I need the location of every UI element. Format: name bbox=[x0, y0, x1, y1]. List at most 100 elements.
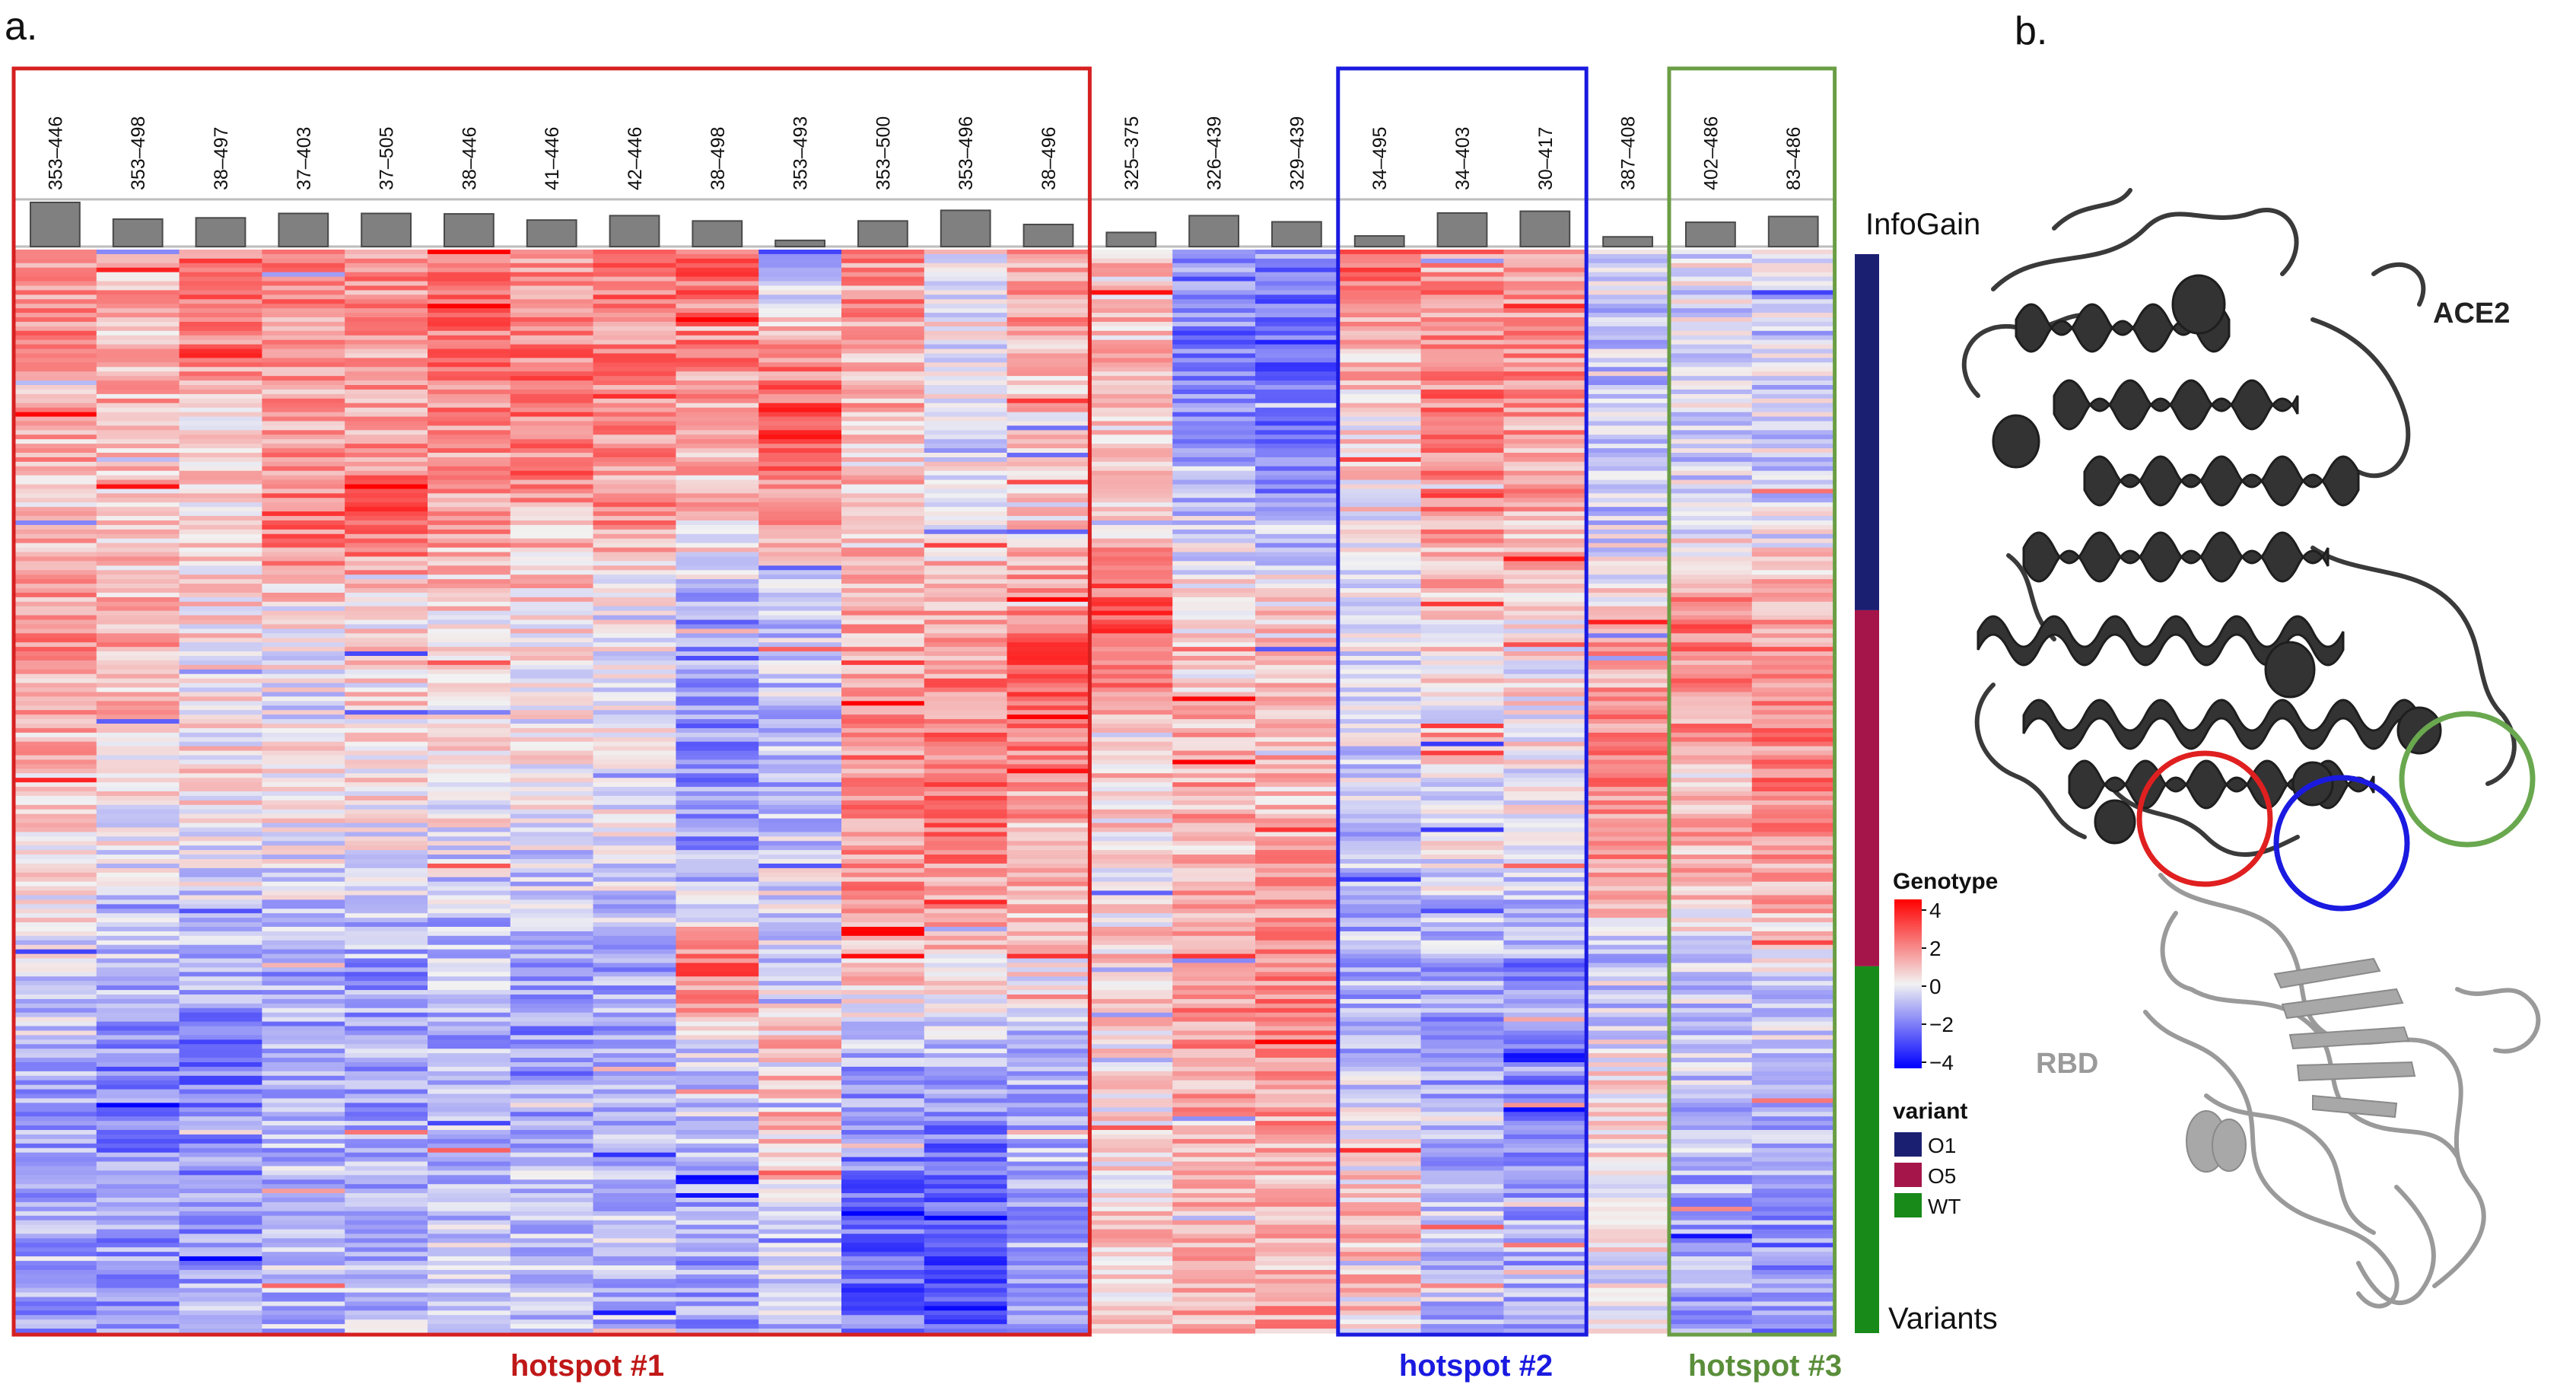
heatmap-cell bbox=[262, 1157, 345, 1163]
heatmap-cell bbox=[758, 1098, 842, 1103]
heatmap-cell bbox=[593, 855, 676, 860]
heatmap-cell bbox=[1586, 498, 1670, 503]
heatmap-cell bbox=[262, 1152, 345, 1158]
heatmap-cell bbox=[1669, 687, 1753, 693]
column-label: 353–496 bbox=[956, 116, 977, 190]
heatmap-cell bbox=[1172, 1243, 1256, 1248]
heatmap-cell bbox=[758, 800, 842, 806]
heatmap-cell bbox=[1503, 1189, 1587, 1194]
heatmap-cell bbox=[758, 1143, 842, 1149]
heatmap-cell bbox=[1172, 299, 1256, 304]
heatmap-cell bbox=[1255, 633, 1339, 638]
heatmap-cell bbox=[1255, 543, 1339, 549]
heatmap-cell bbox=[1255, 407, 1339, 413]
heatmap-cell bbox=[676, 981, 759, 986]
heatmap-cell bbox=[510, 841, 593, 846]
heatmap-cell bbox=[1420, 1157, 1504, 1163]
heatmap-cell bbox=[1007, 1297, 1090, 1303]
heatmap-cell bbox=[14, 800, 97, 806]
heatmap-cell bbox=[593, 479, 676, 485]
heatmap-cell bbox=[1503, 520, 1587, 526]
heatmap-cell bbox=[593, 1278, 676, 1284]
heatmap-cell bbox=[593, 489, 676, 494]
heatmap-cell bbox=[1089, 1007, 1173, 1014]
heatmap-cell bbox=[758, 1229, 842, 1235]
heatmap-cell bbox=[1255, 1121, 1339, 1126]
heatmap-cell bbox=[1420, 1229, 1504, 1235]
heatmap-cell bbox=[1007, 444, 1090, 449]
heatmap-cell bbox=[1172, 1292, 1256, 1298]
heatmap-cell bbox=[924, 872, 1007, 878]
heatmap-cell bbox=[593, 543, 676, 549]
heatmap-cell bbox=[345, 1287, 428, 1294]
heatmap-cell bbox=[1669, 565, 1753, 571]
heatmap-cell bbox=[1255, 507, 1339, 512]
heatmap-cell bbox=[1337, 1215, 1421, 1221]
heatmap-cell bbox=[179, 1157, 262, 1163]
heatmap-cell bbox=[14, 642, 97, 648]
heatmap-cell bbox=[1255, 976, 1339, 982]
heatmap-cell bbox=[345, 574, 428, 580]
heatmap-cell bbox=[428, 1039, 511, 1045]
heatmap-cell bbox=[1420, 660, 1504, 666]
heatmap-cell bbox=[428, 687, 511, 693]
heatmap-cell bbox=[428, 502, 511, 508]
heatmap-cell bbox=[96, 1143, 180, 1149]
heatmap-cell bbox=[841, 669, 925, 675]
heatmap-cell bbox=[1172, 1107, 1256, 1112]
heatmap-cell bbox=[593, 1121, 676, 1126]
heatmap-cell bbox=[96, 953, 180, 960]
heatmap-cell bbox=[1669, 724, 1753, 729]
heatmap-cell bbox=[1586, 1233, 1670, 1239]
heatmap-cell bbox=[676, 836, 759, 842]
heatmap-cell bbox=[1255, 1297, 1339, 1303]
column-label: 34–495 bbox=[1369, 127, 1391, 190]
heatmap-cell bbox=[1420, 1179, 1504, 1185]
heatmap-cell bbox=[14, 339, 97, 345]
heatmap-cell bbox=[924, 1039, 1007, 1045]
heatmap-cell bbox=[1503, 398, 1587, 404]
heatmap-cell bbox=[1337, 787, 1421, 792]
heatmap-cell bbox=[593, 827, 676, 832]
heatmap-cell bbox=[510, 746, 593, 752]
heatmap-cell bbox=[1420, 285, 1504, 291]
heatmap-cell bbox=[1586, 741, 1670, 747]
heatmap-cell bbox=[676, 899, 759, 905]
heatmap-cell bbox=[428, 1107, 511, 1112]
heatmap-cell bbox=[179, 367, 262, 372]
heatmap-cell bbox=[593, 1071, 676, 1077]
heatmap-cell bbox=[262, 339, 345, 345]
heatmap-cell bbox=[1255, 1103, 1339, 1108]
heatmap-cell bbox=[510, 741, 593, 747]
heatmap-cell bbox=[841, 727, 925, 734]
heatmap-cell bbox=[510, 1229, 593, 1235]
heatmap-cell bbox=[924, 867, 1007, 874]
heatmap-cell bbox=[924, 881, 1007, 887]
heatmap-cell bbox=[1503, 416, 1587, 422]
heatmap-cell bbox=[345, 1247, 428, 1252]
infogain-bar bbox=[278, 212, 329, 247]
heatmap-cell bbox=[676, 606, 759, 612]
heatmap-cell bbox=[1172, 267, 1256, 273]
heatmap-cell bbox=[1172, 678, 1256, 684]
heatmap-cell bbox=[1503, 552, 1587, 558]
heatmap-cell bbox=[924, 692, 1007, 697]
heatmap-cell bbox=[1420, 1220, 1504, 1226]
heatmap-cell bbox=[924, 995, 1007, 1000]
heatmap-cell bbox=[428, 1229, 511, 1235]
heatmap-cell bbox=[1007, 1201, 1090, 1208]
heatmap-cell bbox=[14, 895, 97, 900]
heatmap-cell bbox=[841, 895, 925, 900]
heatmap-cell bbox=[1337, 944, 1421, 950]
heatmap-cell bbox=[924, 886, 1007, 892]
heatmap-cell bbox=[924, 1301, 1007, 1306]
heatmap-cell bbox=[1007, 778, 1090, 783]
heatmap-cell bbox=[262, 1252, 345, 1257]
heatmap-cell bbox=[96, 773, 180, 778]
heatmap-cell bbox=[510, 818, 593, 824]
heatmap-cell bbox=[14, 1329, 97, 1334]
heatmap-cell bbox=[1172, 940, 1256, 946]
heatmap-cell bbox=[841, 385, 925, 390]
heatmap-cell bbox=[924, 1017, 1007, 1023]
heatmap-cell bbox=[345, 782, 428, 788]
